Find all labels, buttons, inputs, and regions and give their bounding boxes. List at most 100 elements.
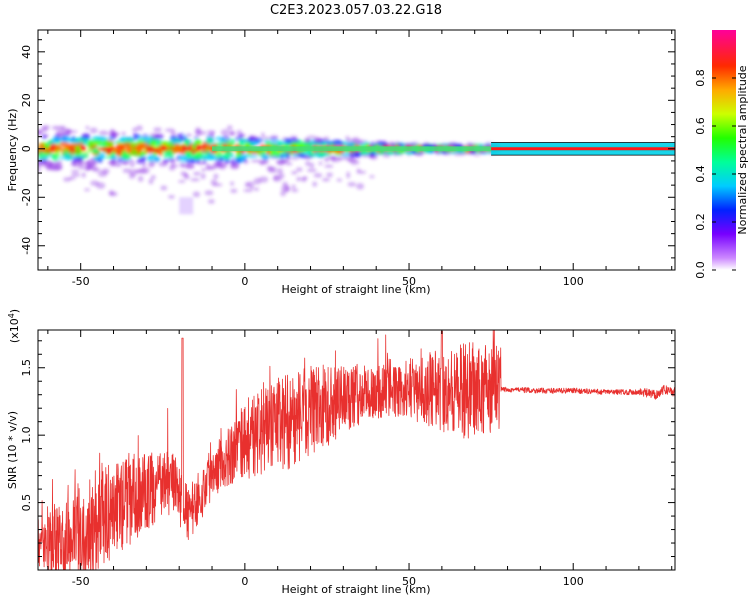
spectrogram-cell [163, 158, 169, 163]
spectrogram-cell [116, 159, 125, 164]
y-tick-label: 20 [20, 93, 33, 107]
spectrogram-cell [295, 167, 303, 172]
spectrogram-cell [206, 154, 216, 160]
spectrogram-cell [336, 178, 343, 182]
x-tick-label: 50 [402, 275, 416, 288]
spectrogram-cell [170, 135, 178, 141]
spectrogram-cell [135, 125, 143, 131]
spectrogram-cell [137, 159, 142, 164]
spectrogram-cell [132, 127, 138, 133]
x-tick-label: 100 [563, 575, 584, 588]
spectrogram-cell [55, 129, 65, 135]
colorbar-label: Normalized spectral amplitude [736, 65, 749, 234]
spectrogram-cell [320, 142, 327, 147]
spectrogram-cell [306, 135, 317, 139]
spectrogram-cell [105, 155, 112, 159]
spectrogram-cell [348, 151, 359, 158]
bottom-axis-ticks: -50 0 50 100 0.5 1.0 1.5 [20, 330, 675, 588]
spectrogram-cell [317, 150, 326, 157]
spectrogram-cell [246, 151, 253, 156]
spectrogram-cell [125, 137, 134, 141]
spectrogram-cell [129, 160, 136, 168]
spectrogram-cell [38, 130, 42, 136]
spectrogram-cell [192, 191, 201, 198]
spectrogram-cell [165, 128, 175, 132]
spectrogram-cell [266, 140, 271, 145]
top-plot-frame [37, 29, 676, 271]
spectrogram-cell [239, 152, 248, 159]
spectrogram-cell [243, 188, 254, 193]
spectrogram-cell [275, 150, 281, 157]
spectrogram-cell [39, 160, 47, 167]
snr-panel: -50 0 50 100 0.5 1.0 1.5 Height of straight li… [6, 309, 676, 596]
spectrogram-cell [246, 181, 255, 187]
spectrogram-cell [252, 153, 258, 158]
spectrogram-cell [68, 176, 76, 180]
x-tick-label: 0 [241, 575, 248, 588]
spectrogram-cell [106, 150, 112, 155]
spectrogram-cell [324, 164, 334, 169]
spectrogram-cell [220, 140, 225, 145]
spectrogram-cell [49, 144, 56, 150]
spectrogram-cell [293, 138, 300, 143]
spectrogram-cell [290, 188, 299, 193]
y-tick-label: -40 [20, 237, 33, 255]
spectrogram-cell [165, 144, 176, 148]
spectrogram-cell [170, 159, 176, 166]
spectrogram-cell [81, 172, 86, 178]
spectrogram-cell [38, 167, 42, 172]
spectrogram-cell [172, 139, 178, 144]
spectrogram-cell [384, 142, 390, 146]
spectrogram-cell [236, 157, 242, 165]
spectrogram-cell [187, 139, 193, 145]
spectrogram-cell [284, 138, 292, 144]
spectrogram-cell [224, 149, 234, 157]
spectrogram-cell [109, 128, 116, 136]
spectrogram-cell [303, 155, 312, 160]
bottom-x-axis-label: Height of straight line (km) [281, 583, 430, 596]
spectrogram-cell [192, 144, 197, 151]
spectrogram-cell [158, 161, 168, 167]
spectrogram-cell [111, 134, 118, 138]
spectrogram-cell [41, 125, 51, 130]
spectrogram-cell [60, 142, 70, 147]
spectrogram-cell [347, 181, 357, 187]
colorbar-tick-label: 0.4 [694, 165, 707, 183]
spectrogram-cell [85, 161, 95, 167]
colorbar-tick-label: 0.8 [694, 69, 707, 87]
spectrogram-cell [151, 156, 160, 160]
snr-series-line [38, 330, 675, 570]
spectrogram-cell [67, 129, 72, 134]
spectrogram-cell [70, 173, 81, 178]
spectrogram-cell [212, 161, 222, 167]
spectrogram-cell [47, 141, 56, 145]
spectrogram-cell [259, 152, 270, 159]
spectrogram-cell [45, 163, 53, 171]
spectrogram-cell [213, 173, 219, 180]
spectrogram-cell [122, 161, 130, 165]
spectrogram-cell [192, 154, 201, 160]
spectrogram-cell [369, 175, 375, 179]
spectrogram-cell [61, 151, 70, 158]
spectrogram-cell [334, 142, 343, 146]
colorbar-gradient [712, 30, 736, 270]
y-tick-label: 0 [20, 145, 33, 152]
spectrogram-cell [145, 146, 155, 151]
spectrogram-cell [150, 175, 156, 180]
spectrogram-cell [149, 133, 160, 139]
spectrogram-cell [201, 168, 206, 172]
spectrogram-panel: -50 0 50 100 -40 -20 0 20 40 Height of straight … [6, 29, 676, 296]
y-tick-label: 1.5 [20, 359, 33, 377]
x-tick-label: 0 [241, 275, 248, 288]
y-tick-label: -20 [20, 188, 33, 206]
spectrogram-cell [41, 134, 47, 140]
spectrogram-cell [312, 181, 318, 187]
spectrogram-cell [285, 162, 293, 166]
spectrogram-cell [249, 186, 255, 190]
spectrogram-cell [353, 139, 363, 143]
spectrogram-cell [368, 141, 377, 148]
spectrogram-cell [178, 179, 186, 184]
x-tick-label: -50 [72, 275, 90, 288]
spectrogram-cell [231, 162, 240, 169]
